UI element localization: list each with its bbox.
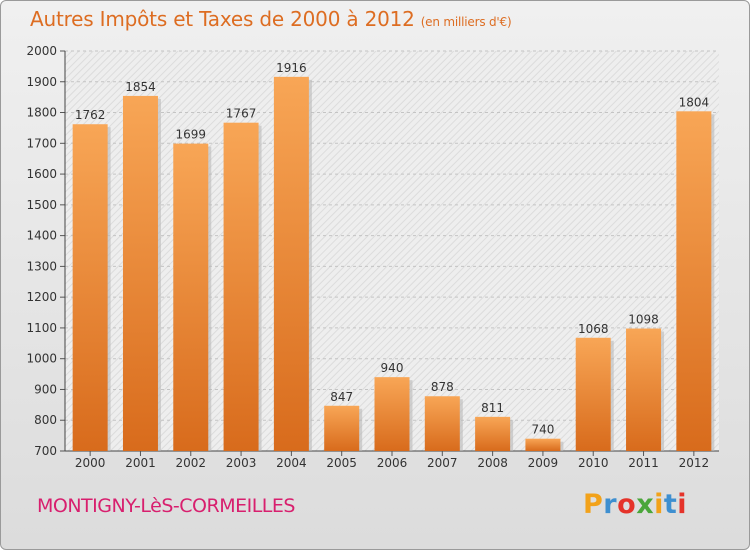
x-tick-label-2004: 2004: [276, 456, 307, 470]
x-tick-label-2010: 2010: [578, 456, 609, 470]
y-tick-label: 800: [34, 413, 57, 427]
x-tick-label-2000: 2000: [75, 456, 106, 470]
x-tick-label-2009: 2009: [528, 456, 559, 470]
x-tick-label-2005: 2005: [326, 456, 357, 470]
proxiti-logo: Proxiti: [583, 489, 687, 520]
bar-2007: [424, 396, 460, 451]
bar-2012: [676, 111, 712, 452]
bar-2000: [72, 124, 108, 451]
commune-name: MONTIGNY-LèS-CORMEILLES: [37, 495, 295, 517]
y-tick-label: 1300: [26, 259, 57, 273]
bar-2005: [324, 405, 360, 451]
logo-letter: o: [617, 489, 637, 520]
x-tick-label-2012: 2012: [679, 456, 710, 470]
bar-2008: [475, 416, 511, 451]
chart-title-text: Autres Impôts et Taxes de 2000 à 2012: [30, 7, 415, 31]
bar-2011: [626, 328, 662, 451]
data-label-2008: 811: [481, 401, 504, 415]
y-tick-label: 1400: [26, 229, 57, 243]
logo-letter: r: [603, 489, 618, 520]
x-tick-label-2006: 2006: [377, 456, 408, 470]
x-tick-label-2003: 2003: [226, 456, 257, 470]
y-tick-label: 700: [34, 444, 57, 458]
y-tick-label: 1500: [26, 198, 57, 212]
x-tick-label-2001: 2001: [125, 456, 156, 470]
data-label-2007: 878: [431, 380, 454, 394]
data-label-2010: 1068: [578, 322, 609, 336]
chart-title: Autres Impôts et Taxes de 2000 à 2012 (en…: [30, 7, 512, 31]
x-tick-label-2007: 2007: [427, 456, 458, 470]
data-label-2005: 847: [330, 390, 353, 404]
data-label-2009: 740: [531, 423, 554, 437]
y-tick-label: 1100: [26, 321, 57, 335]
logo-letter: t: [663, 489, 678, 520]
data-label-2001: 1854: [125, 80, 156, 94]
data-label-2000: 1762: [75, 108, 106, 122]
y-tick-label: 1700: [26, 136, 57, 150]
bar-2003: [223, 122, 259, 451]
bar-2006: [374, 377, 410, 451]
y-tick-label: 1600: [26, 167, 57, 181]
x-tick-label-2008: 2008: [477, 456, 508, 470]
data-label-2002: 1699: [175, 128, 206, 142]
y-tick-label: 900: [34, 382, 57, 396]
bar-2004: [273, 76, 309, 451]
data-label-2011: 1098: [628, 313, 659, 327]
data-label-2012: 1804: [679, 95, 710, 109]
bar-2001: [122, 95, 158, 451]
y-tick-label: 1000: [26, 352, 57, 366]
logo-letter: i: [677, 489, 688, 520]
y-tick-label: 1800: [26, 106, 57, 120]
y-tick-label: 1200: [26, 290, 57, 304]
bar-2010: [575, 337, 611, 451]
data-label-2006: 940: [381, 361, 404, 375]
x-tick-label-2002: 2002: [175, 456, 206, 470]
x-tick-label-2011: 2011: [628, 456, 659, 470]
data-label-2003: 1767: [226, 107, 257, 121]
data-label-2004: 1916: [276, 61, 307, 75]
y-tick-label: 2000: [26, 44, 57, 58]
logo-letter: P: [583, 489, 604, 520]
logo-letter: x: [636, 489, 655, 520]
chart-subtitle: (en milliers d'€): [420, 15, 512, 29]
bar-2009: [525, 438, 561, 451]
y-tick-label: 1900: [26, 75, 57, 89]
logo-letter: i: [654, 489, 664, 520]
bar-2002: [173, 143, 209, 451]
